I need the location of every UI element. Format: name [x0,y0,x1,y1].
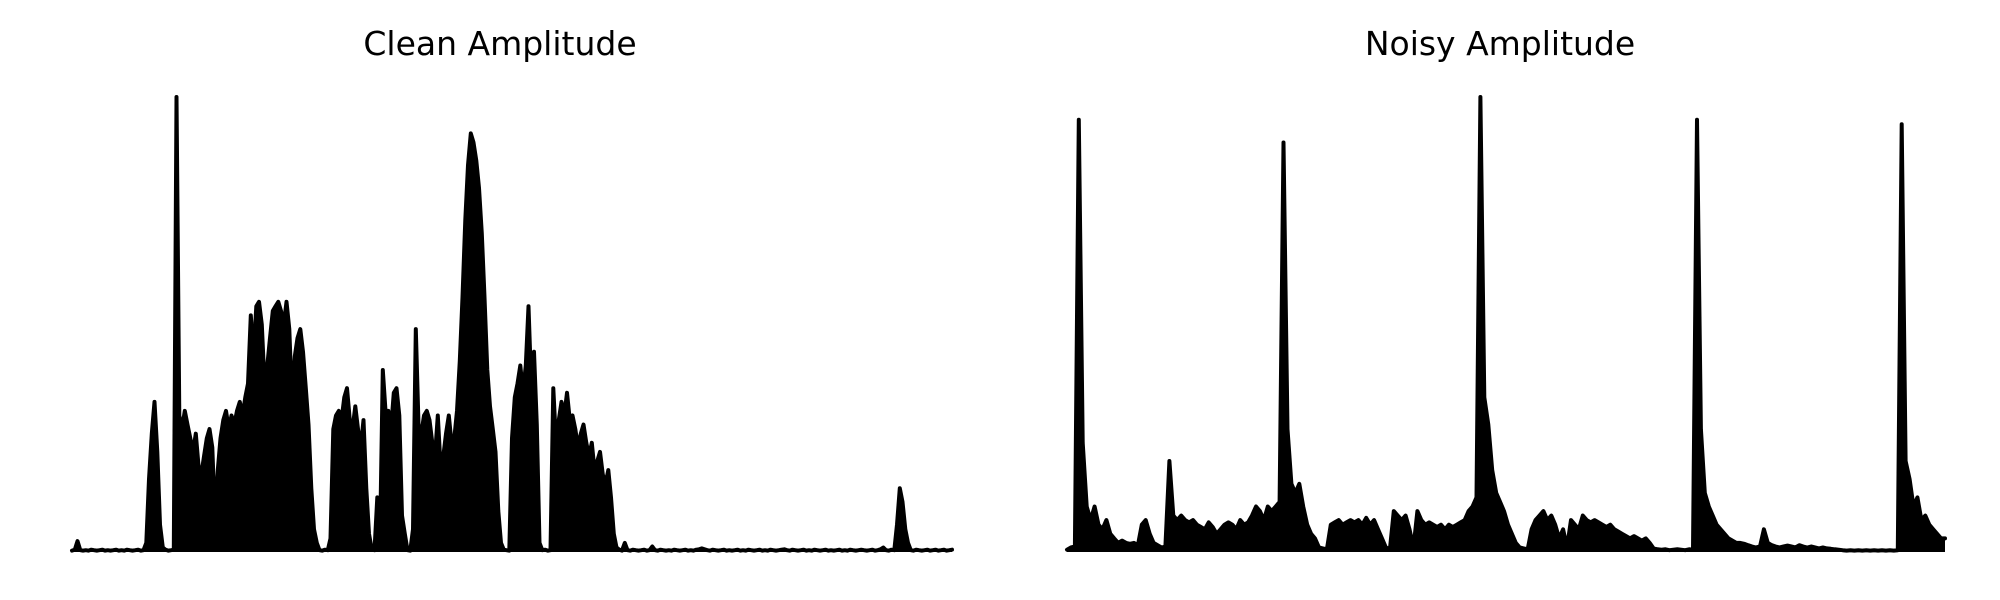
clean-amplitude-title: Clean Amplitude [363,24,637,63]
noisy-amplitude-area [1067,97,1945,552]
noisy-amplitude-plot [1065,95,1947,553]
noisy-amplitude-panel: Noisy Amplitude [1000,0,2000,600]
clean-amplitude-plot [70,95,954,553]
noisy-amplitude-title: Noisy Amplitude [1364,24,1636,63]
clean-amplitude-area [72,97,952,552]
clean-amplitude-series-line [70,95,954,553]
noisy-amplitude-series-line [1065,95,1947,553]
clean-amplitude-panel: Clean Amplitude [70,24,954,553]
